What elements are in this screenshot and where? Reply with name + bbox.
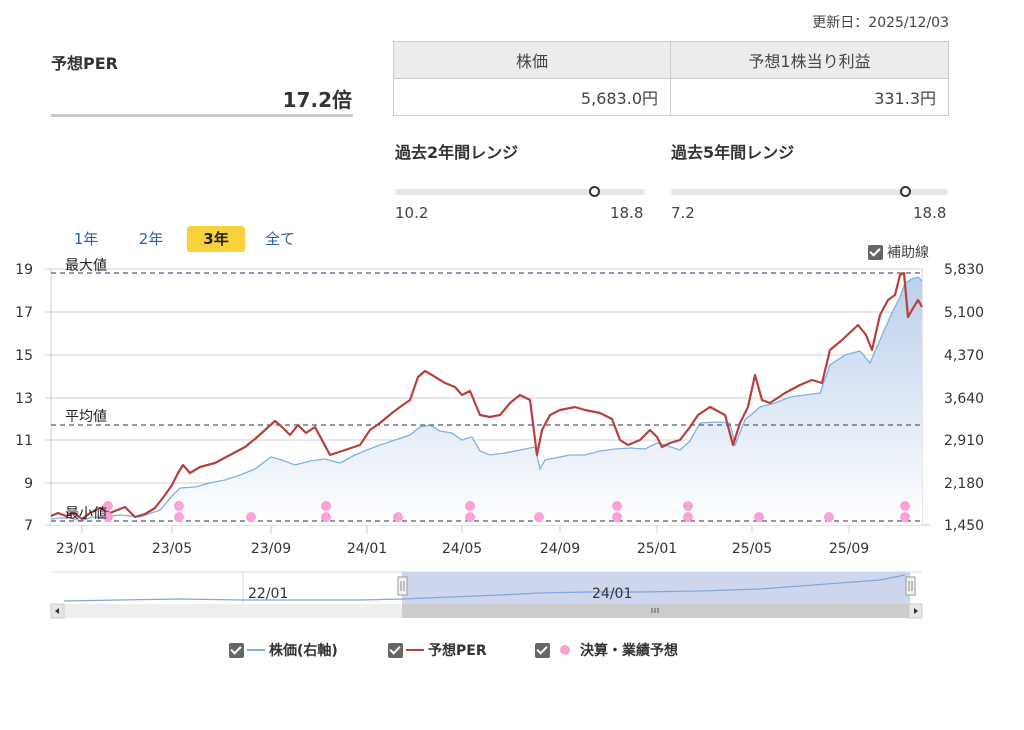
event-dots <box>103 501 910 522</box>
left-y-axis: 19 17 15 13 11 9 7 <box>15 262 33 534</box>
range-5y-max: 18.8 <box>913 204 947 222</box>
legend-price[interactable]: 株価(右軸) <box>229 640 338 660</box>
svg-text:23/05: 23/05 <box>152 541 192 557</box>
svg-text:11: 11 <box>15 433 33 449</box>
range-5y-marker <box>900 186 911 197</box>
svg-text:23/09: 23/09 <box>251 541 291 557</box>
scrollbar-grip-icon <box>651 608 659 613</box>
eps-value: 331.3円 <box>670 78 949 116</box>
price-area <box>51 277 922 525</box>
checkbox-icon[interactable] <box>535 642 550 658</box>
svg-text:24/01: 24/01 <box>592 586 632 602</box>
svg-text:23/01: 23/01 <box>56 541 96 557</box>
aux-lines-toggle[interactable]: 補助線 <box>868 242 929 262</box>
per-swatch-icon <box>406 649 424 651</box>
range-5y-title: 過去5年間レンジ <box>671 143 795 162</box>
legend-events[interactable]: 決算・業績予想 <box>535 640 678 660</box>
price-line <box>50 276 923 522</box>
updated-date: 更新日：2025/12/03 <box>812 15 949 31</box>
per-underline <box>51 114 353 117</box>
range-5y-min: 7.2 <box>671 204 695 222</box>
svg-text:24/09: 24/09 <box>540 541 580 557</box>
per-chart: 最大値 平均値 最小値 19 17 15 13 11 9 7 5,830 5,1… <box>15 258 984 557</box>
tab-3y[interactable]: 3年 <box>187 226 245 252</box>
max-ref-label: 最大値 <box>65 258 107 274</box>
svg-text:7: 7 <box>24 518 33 534</box>
svg-text:25/01: 25/01 <box>637 541 677 557</box>
svg-text:25/05: 25/05 <box>732 541 772 557</box>
aux-lines-label: 補助線 <box>887 245 929 261</box>
arrow-left-icon <box>55 608 59 614</box>
svg-text:3,640: 3,640 <box>944 391 984 407</box>
svg-text:24/01: 24/01 <box>347 541 387 557</box>
svg-text:19: 19 <box>15 262 33 278</box>
scrollbar-thumb[interactable] <box>402 604 910 618</box>
stock-info-table: 株価 予想1株当り利益 5,683.0円 331.3円 <box>393 41 949 116</box>
svg-text:15: 15 <box>15 348 33 364</box>
svg-text:13: 13 <box>15 391 33 407</box>
min-ref-label: 最小値 <box>65 506 107 522</box>
checkbox-icon[interactable] <box>388 642 403 658</box>
legend-per[interactable]: 予想PER <box>388 640 487 660</box>
range-2y-track <box>395 189 645 195</box>
per-line <box>50 271 923 521</box>
per-label: 予想PER <box>51 54 118 73</box>
range-2y-title: 過去2年間レンジ <box>395 143 519 162</box>
event-dot-icon <box>560 645 570 655</box>
eps-header: 予想1株当り利益 <box>670 41 949 79</box>
right-y-axis: 5,830 5,100 4,370 3,640 2,910 2,180 1,45… <box>944 262 984 534</box>
price-header: 株価 <box>393 41 671 79</box>
avg-ref-label: 平均値 <box>65 409 107 425</box>
range-2y-marker <box>589 186 600 197</box>
range-2y-min: 10.2 <box>395 204 429 222</box>
svg-text:2,180: 2,180 <box>944 476 984 492</box>
svg-text:5,100: 5,100 <box>944 305 984 321</box>
svg-text:22/01: 22/01 <box>248 586 288 602</box>
svg-text:17: 17 <box>15 305 33 321</box>
range-navigator[interactable]: 22/01 24/01 <box>0 570 1024 620</box>
range-5y-track <box>671 189 948 195</box>
tab-1y[interactable]: 1年 <box>73 230 99 248</box>
svg-text:4,370: 4,370 <box>944 348 984 364</box>
range-2y-max: 18.8 <box>610 204 644 222</box>
price-value: 5,683.0円 <box>393 78 671 116</box>
tab-all[interactable]: 全て <box>264 230 295 248</box>
navigator-price-line <box>63 574 906 602</box>
svg-text:24/05: 24/05 <box>442 541 482 557</box>
checkbox-icon[interactable] <box>229 642 244 658</box>
svg-text:25/09: 25/09 <box>829 541 869 557</box>
svg-text:9: 9 <box>24 476 33 492</box>
arrow-right-icon <box>914 608 918 614</box>
svg-text:1,450: 1,450 <box>944 518 984 534</box>
per-value: 17.2倍 <box>282 88 352 112</box>
navigator-left-handle[interactable] <box>397 576 408 596</box>
navigator-right-handle[interactable] <box>905 576 916 596</box>
navigator-selection <box>402 572 910 604</box>
checkbox-icon[interactable] <box>868 244 883 260</box>
x-axis: 23/01 23/05 23/09 24/01 24/05 24/09 25/0… <box>56 541 869 557</box>
svg-text:2,910: 2,910 <box>944 433 984 449</box>
tab-2y[interactable]: 2年 <box>138 230 164 248</box>
price-swatch-icon <box>247 649 265 651</box>
svg-text:5,830: 5,830 <box>944 262 984 278</box>
x-ticks <box>81 525 850 533</box>
